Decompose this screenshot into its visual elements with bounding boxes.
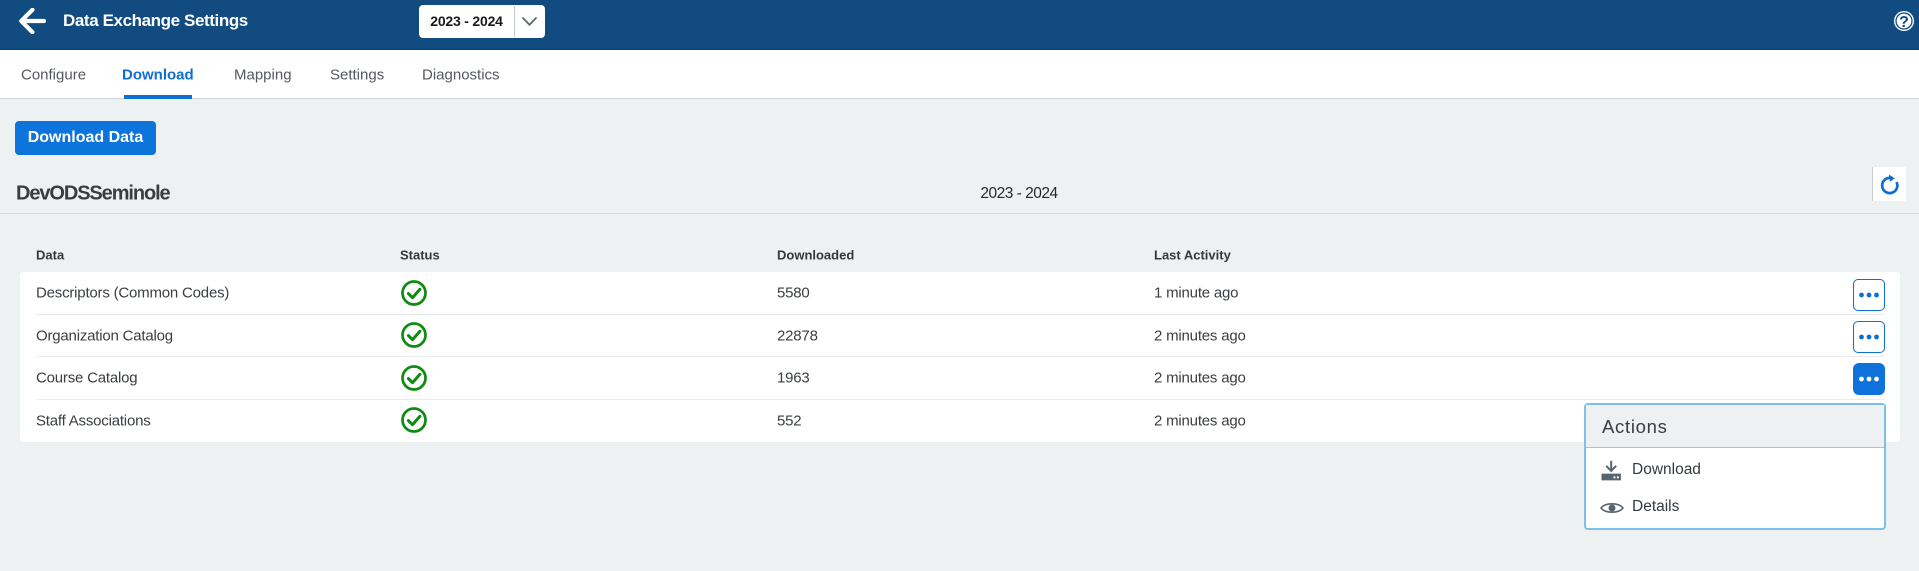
svg-text:?: ? (1899, 14, 1909, 31)
